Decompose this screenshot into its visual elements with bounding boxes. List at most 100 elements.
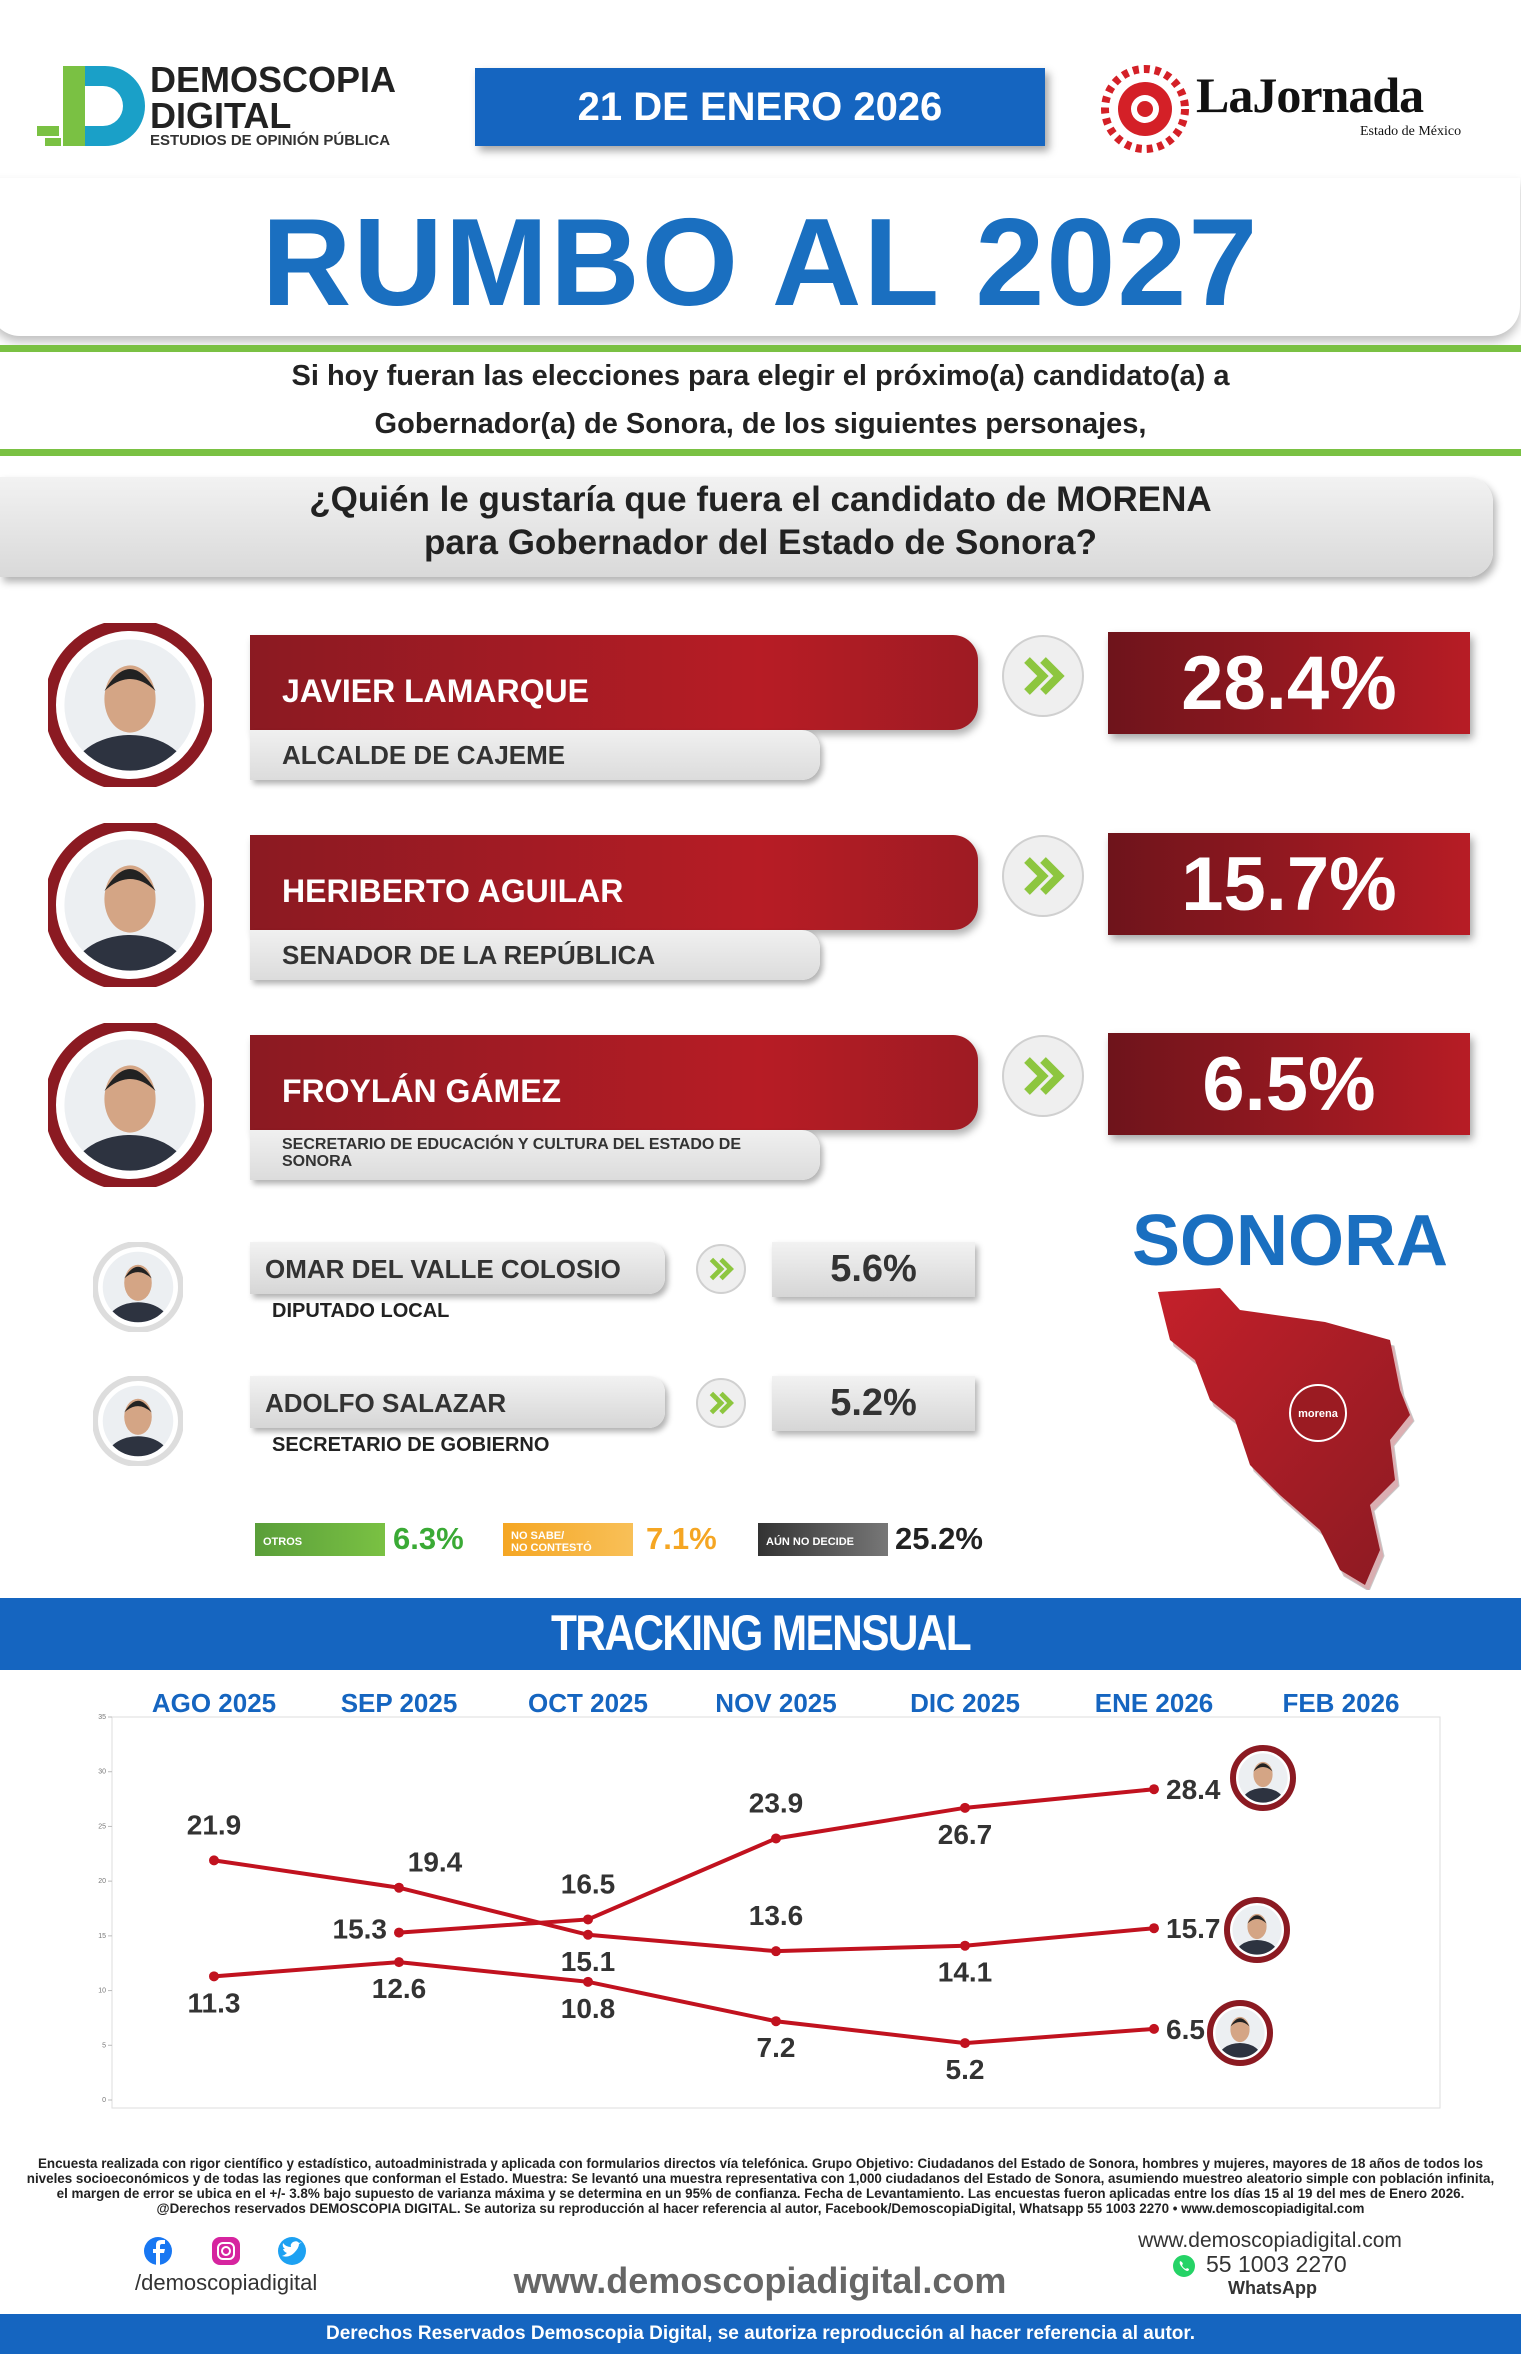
facebook-glyph (153, 2240, 165, 2265)
date-box: 21 DE ENERO 2026 (475, 68, 1045, 146)
data-label: 14.1 (938, 1957, 993, 1988)
series-point (960, 1940, 970, 1951)
chevron (695, 1243, 747, 1300)
title: RUMBO AL 2027 (261, 194, 1260, 332)
series-point (960, 2038, 970, 2049)
chevron-icon (696, 1244, 746, 1294)
series-line (213, 1858, 1155, 1954)
question-box (0, 477, 1493, 577)
chevron (1001, 634, 1085, 723)
others-label-line: NO CONTESTÓ (511, 1541, 592, 1554)
rights-bar: Derechos Reservados Demoscopia Digital, … (0, 2314, 1521, 2354)
y-tick-label: 25 (98, 1823, 106, 1830)
brand-line: DIGITAL (150, 95, 292, 136)
chevron-icon (1002, 1035, 1084, 1117)
partner-name: LaJornada (1196, 67, 1424, 123)
contact-web: www.demoscopiadigital.com (1138, 2229, 1402, 2252)
title-card (0, 178, 1520, 336)
y-tick-label: 30 (98, 1769, 106, 1776)
data-label: 11.3 (188, 1987, 241, 2018)
x-tick-label: NOV 2025 (715, 1688, 836, 1718)
data-label: 15.3 (333, 1914, 388, 1945)
map-badge-text: morena (1298, 1408, 1339, 1420)
line-photo (1230, 1745, 1296, 1811)
y-tick-label: 35 (98, 1714, 106, 1721)
y-tick-label: 0 (102, 2097, 106, 2104)
tracking-title: TRACKING MENSUAL (550, 1605, 972, 1661)
series-point (583, 1929, 593, 1940)
data-label: 15.1 (561, 1946, 616, 1977)
candidate-name: OMAR DEL VALLE COLOSIO (250, 1242, 665, 1294)
candidate-result: 15.7% (1108, 833, 1470, 935)
partner-sub: Estado de México (1360, 124, 1462, 139)
brand-tagline: ESTUDIOS DE OPINIÓN PÚBLICA (150, 132, 391, 149)
candidate-name: ADOLFO SALAZAR (250, 1376, 665, 1428)
series-point (771, 2016, 781, 2027)
x-tick-label: ENE 2026 (1095, 1688, 1214, 1718)
data-label: 7.2 (757, 2032, 796, 2063)
candidate-photo (44, 619, 216, 792)
phone-label: WhatsApp (1228, 2278, 1317, 2298)
sun (1101, 65, 1189, 153)
social-handle: /demoscopiadigital (135, 2270, 318, 2295)
candidate-role: SECRETARIO DE EDUCACIÓN Y CULTURA DEL ES… (250, 1130, 820, 1180)
avatar (92, 1241, 184, 1333)
candidate-role: SECRETARIO DE GOBIERNO (272, 1434, 550, 1456)
others-label: OTROS (255, 1523, 385, 1556)
chevron (1001, 1034, 1085, 1123)
logo-bar (63, 66, 85, 146)
candidate-role: SENADOR DE LA REPÚBLICA (250, 930, 820, 980)
avatar (44, 619, 216, 791)
chevron-icon (696, 1378, 746, 1428)
series-point (394, 1882, 404, 1893)
series-point (1149, 1784, 1159, 1795)
series-point (209, 1971, 219, 1982)
partner-logo (1101, 65, 1189, 153)
series-point (583, 1914, 593, 1925)
data-label: 23.9 (749, 1787, 804, 1818)
line-photo (1207, 2000, 1273, 2066)
data-label: 10.8 (561, 1993, 616, 2024)
data-label: 13.6 (749, 1900, 804, 1931)
question-line: ¿Quién le gustaría que fuera el candidat… (309, 480, 1212, 519)
instagram-icon (212, 2237, 240, 2265)
candidate-photo (44, 819, 216, 992)
series-point (771, 1946, 781, 1957)
candidate-result: 28.4% (1108, 632, 1470, 734)
divider (0, 345, 1521, 352)
series-point (583, 1976, 593, 1987)
phone: 55 1003 2270 (1206, 2251, 1347, 2277)
others-label-line: OTROS (263, 1535, 303, 1548)
candidate-photo (44, 1019, 216, 1192)
intro-line: Gobernador(a) de Sonora, de los siguient… (374, 408, 1147, 440)
whatsapp-icon (1173, 2255, 1195, 2277)
data-label: 15.7 (1166, 1913, 1221, 1944)
candidate-photo (92, 1241, 184, 1337)
candidate-photo (92, 1375, 184, 1471)
series-point (960, 1802, 970, 1813)
tracking-chart: AGO 2025 SEP 2025 OCT 2025 NOV 2025 DIC 2025… (98, 1688, 1441, 2109)
tracking-band (0, 1598, 1521, 1670)
chevron-icon (1002, 835, 1084, 917)
disclaimer: Encuesta realizada con rigor científico … (26, 2156, 1495, 2216)
brand-line: DEMOSCOPIA (150, 59, 397, 100)
y-tick-label: 5 (102, 2042, 106, 2049)
data-label: 19.4 (408, 1847, 463, 1878)
logo-step (37, 126, 59, 136)
map: morena (1158, 1288, 1415, 1590)
y-tick-label: 15 (98, 1933, 106, 1940)
others-value: 7.1% (646, 1521, 717, 1556)
data-label: 12.6 (372, 1973, 427, 2004)
social-icons (144, 2237, 306, 2265)
website: www.demoscopiadigital.com (513, 2260, 1007, 2301)
others-value: 25.2% (895, 1521, 983, 1556)
x-tick-label: FEB 2026 (1282, 1688, 1399, 1718)
line-photo (1224, 1897, 1290, 1963)
others-label: AÚN NO DECIDE (758, 1523, 888, 1556)
data-label: 28.4 (1166, 1774, 1221, 1805)
series-point (1149, 2023, 1159, 2034)
candidate-result: 5.2% (772, 1376, 975, 1431)
x-tick-label: AGO 2025 (152, 1688, 276, 1718)
data-label: 6.5 (1166, 2014, 1205, 2045)
candidate-name: FROYLÁN GÁMEZ (250, 1035, 978, 1130)
